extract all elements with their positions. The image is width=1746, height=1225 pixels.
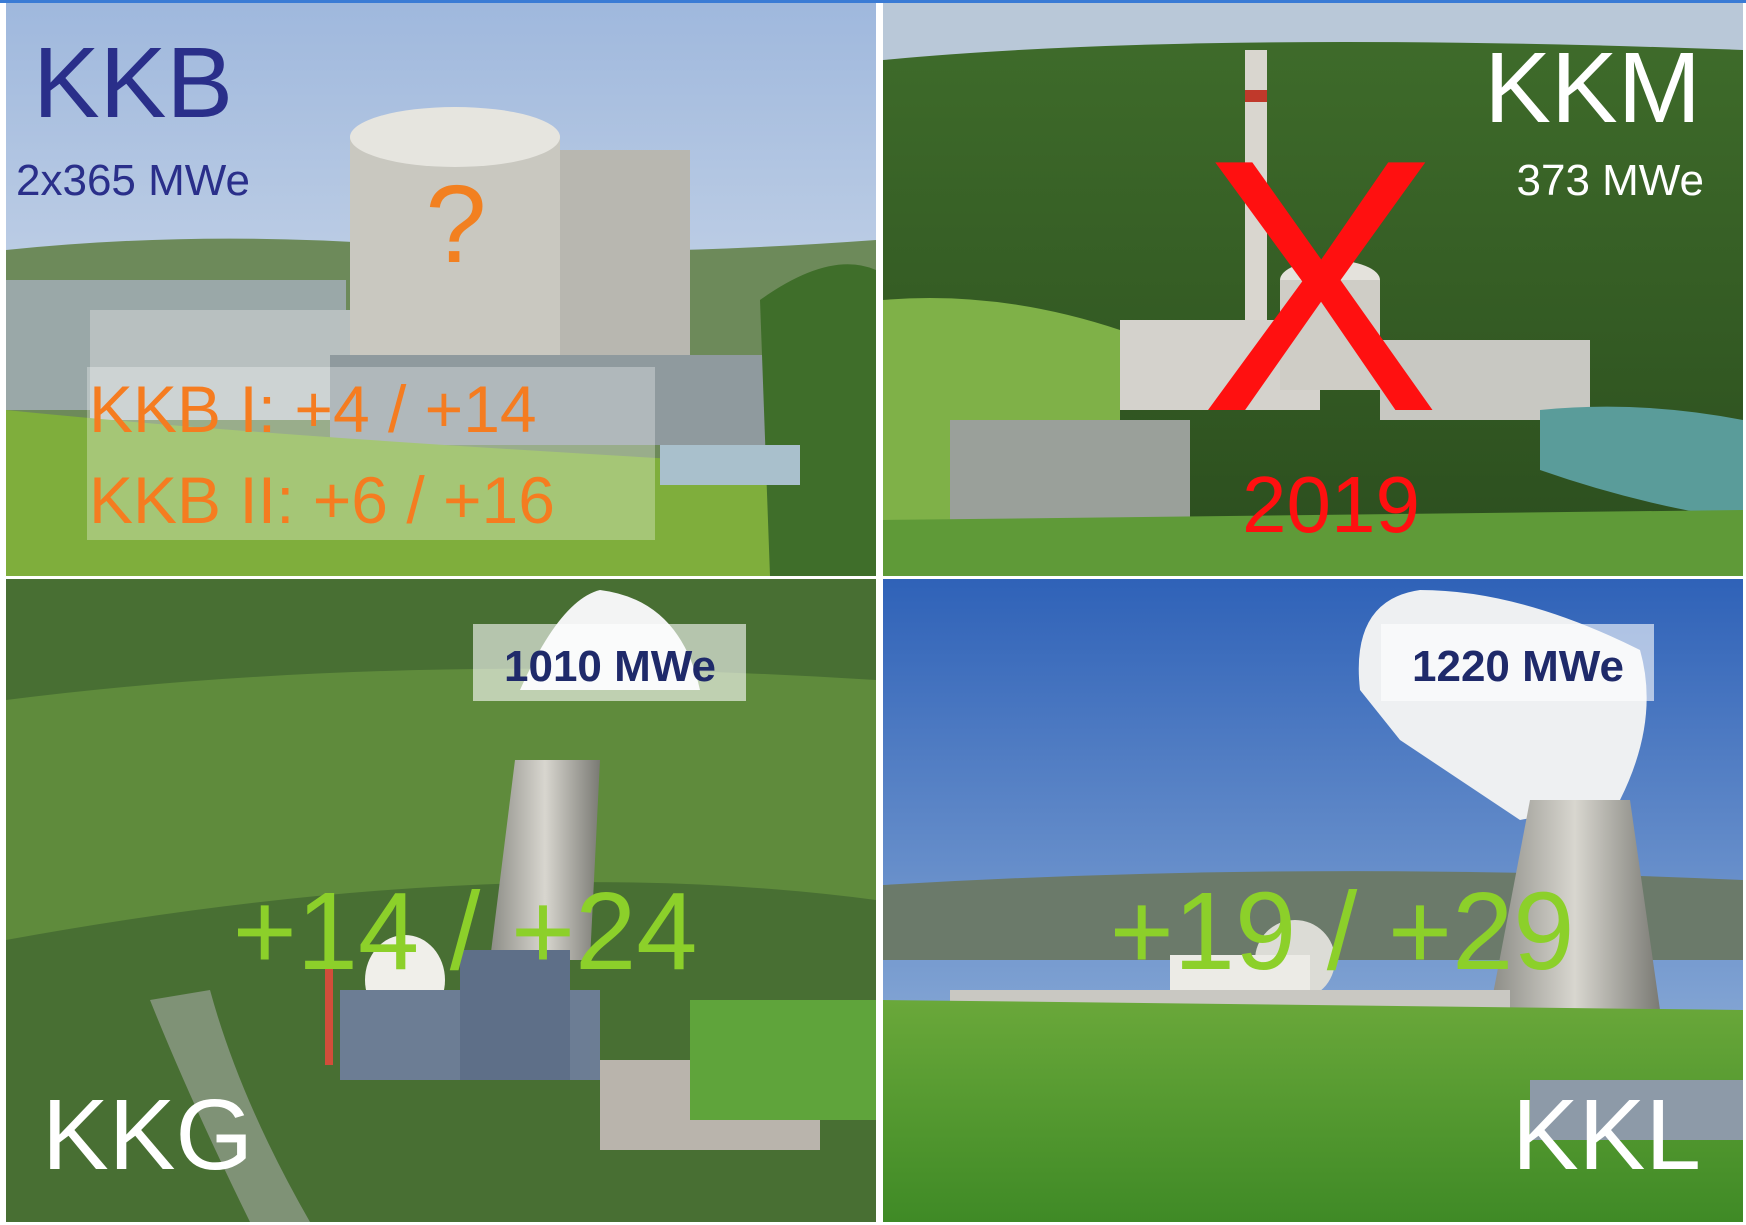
slide: KKB 2x365 MWe ? KKB I: +4 / +14 KKB II: … <box>0 0 1746 1225</box>
plant-name: KKL <box>1512 1079 1701 1191</box>
capacity: 1010 MWe <box>504 642 716 691</box>
uprate-line: KKB I: +4 / +14 <box>89 372 537 446</box>
capacity: 1220 MWe <box>1412 642 1624 691</box>
uprate-line: +14 / +24 <box>233 870 698 993</box>
page: KKB 2x365 MWe ? KKB I: +4 / +14 KKB II: … <box>0 0 1746 1225</box>
uprate-line: +19 / +29 <box>1110 870 1575 993</box>
top-rule <box>0 0 1746 3</box>
plant-name: KKB <box>33 27 233 139</box>
mark: ? <box>425 163 486 286</box>
plant-name: KKM <box>1484 32 1701 144</box>
plant-name: KKG <box>42 1079 253 1191</box>
capacity: 373 MWe <box>1517 156 1705 205</box>
uprate-line: KKB II: +6 / +16 <box>89 463 555 537</box>
capacity: 2x365 MWe <box>16 156 250 205</box>
mark: X <box>1200 85 1440 487</box>
closure-year: 2019 <box>1242 460 1420 549</box>
